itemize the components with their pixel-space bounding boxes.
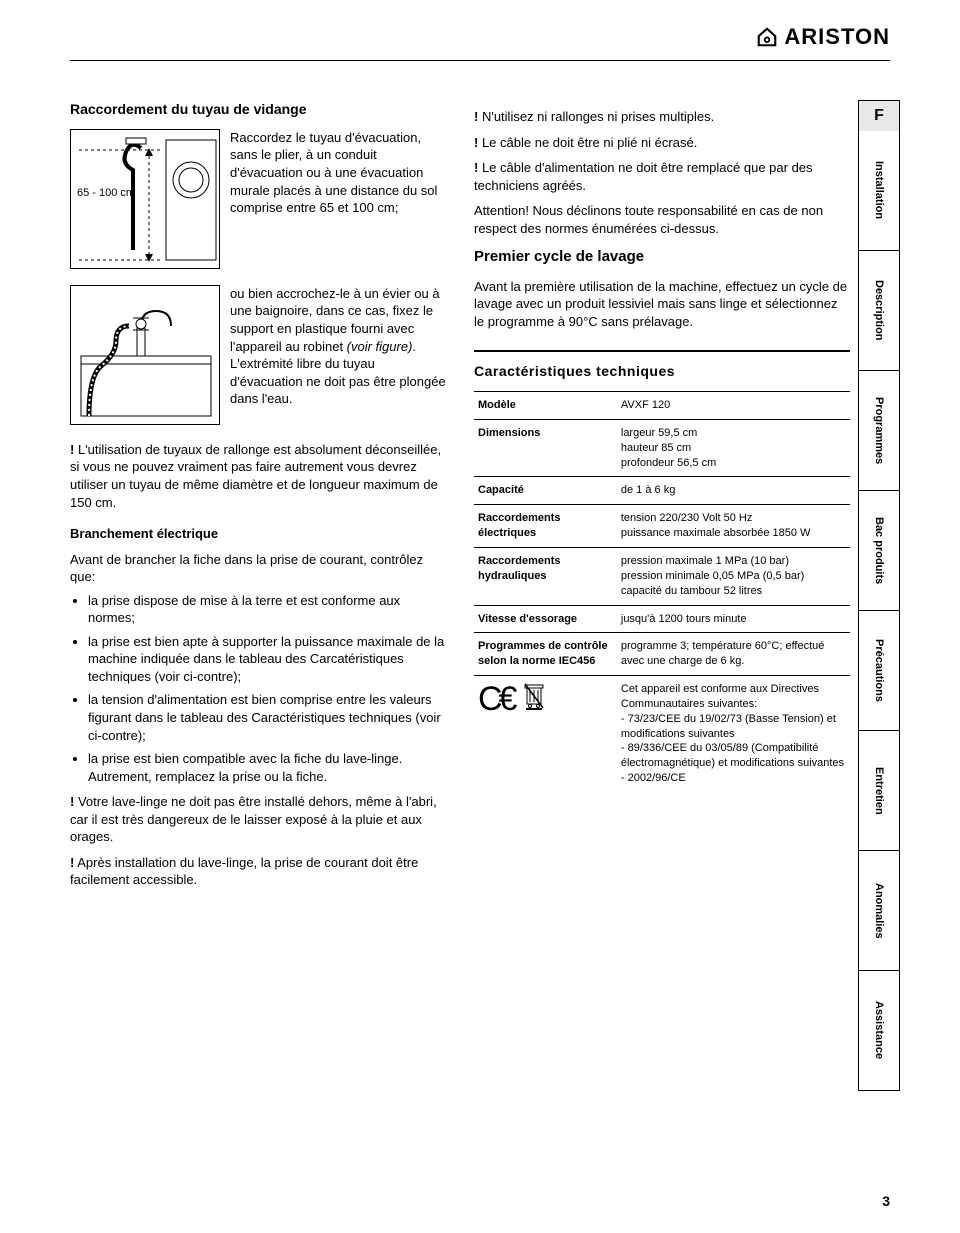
- ce-text: Cet appareil est conforme aux Directives…: [617, 676, 850, 792]
- figure-label-height: 65 - 100 cm: [77, 186, 135, 201]
- tab-description[interactable]: Description: [858, 251, 900, 371]
- electrical-intro: Avant de brancher la fiche dans la prise…: [70, 551, 446, 586]
- w3: Le câble d'alimentation ne doit être rem…: [474, 160, 813, 193]
- table-row: Capacitéde 1 à 6 kg: [474, 477, 850, 505]
- tab-anomalies[interactable]: Anomalies: [858, 851, 900, 971]
- tab-entretien[interactable]: Entretien: [858, 731, 900, 851]
- brand-logo: ARISTON: [756, 24, 890, 50]
- spec-val: tension 220/230 Volt 50 Hz puissance max…: [617, 505, 850, 548]
- specs-box: Caractéristiques techniques ModèleAVXF 1…: [474, 350, 850, 792]
- tab-programmes[interactable]: Programmes: [858, 371, 900, 491]
- brand-name: ARISTON: [784, 24, 890, 50]
- figure-sink-hook: [70, 285, 220, 425]
- weee-bin-icon: [523, 682, 545, 710]
- attention-disclaimer: Attention! Nous déclinons toute responsa…: [474, 202, 850, 237]
- figure-drain-height: 65 - 100 cm: [70, 129, 220, 269]
- spec-key: Programmes de contrôle selon la norme IE…: [474, 633, 617, 676]
- right-column: ! N'utilisez ni rallonges ni prises mult…: [474, 100, 850, 897]
- left-column: Raccordement du tuyau de vidange: [70, 100, 446, 897]
- spec-val: jusqu'à 1200 tours minute: [617, 605, 850, 633]
- w2: Le câble ne doit être ni plié ni écrasé.: [478, 135, 697, 150]
- list-item: la tension d'alimentation est bien compr…: [88, 691, 446, 744]
- subheading-electrical: Branchement électrique: [70, 525, 446, 543]
- warn3-text: Après installation du lave-linge, la pri…: [70, 855, 418, 888]
- manual-page: ARISTON Raccordement du tuyau de vidange: [0, 0, 960, 1233]
- spec-val: largeur 59,5 cm hauteur 85 cm profondeur…: [617, 419, 850, 477]
- list-item: la prise est bien compatible avec la fic…: [88, 750, 446, 785]
- spec-val: pression maximale 1 MPa (10 bar) pressio…: [617, 547, 850, 605]
- spec-key: Capacité: [474, 477, 617, 505]
- spec-val: AVXF 120: [617, 392, 850, 420]
- tab-bac-produits[interactable]: Bac produits: [858, 491, 900, 611]
- side-tabs: F Installation Description Programmes Ba…: [858, 100, 900, 1091]
- w1: N'utilisez ni rallonges ni prises multip…: [478, 109, 714, 124]
- spec-val: programme 3; température 60°C; effectué …: [617, 633, 850, 676]
- spec-key: Dimensions: [474, 419, 617, 477]
- spec-key: Vitesse d'essorage: [474, 605, 617, 633]
- tab-installation[interactable]: Installation: [858, 131, 900, 251]
- lang-badge: F: [858, 100, 900, 131]
- warning-cable-bend: ! Le câble ne doit être ni plié ni écras…: [474, 134, 850, 152]
- figure-caption-2: ou bien accrochez-le à un évier ou à une…: [230, 285, 446, 425]
- spec-key: Modèle: [474, 392, 617, 420]
- table-row: ModèleAVXF 120: [474, 392, 850, 420]
- page-number: 3: [882, 1193, 890, 1209]
- spec-key: Raccordements électriques: [474, 505, 617, 548]
- specs-title: Caractéristiques techniques: [474, 362, 850, 381]
- tab-assistance[interactable]: Assistance: [858, 971, 900, 1091]
- table-row: Vitesse d'essoragejusqu'à 1200 tours min…: [474, 605, 850, 633]
- figure-row-1: 65 - 100 cm Raccordez le tuyau d'évacuat…: [70, 129, 446, 269]
- heading-first-wash: Premier cycle de lavage: [474, 247, 850, 267]
- warn2-text: Votre lave-linge ne doit pas être instal…: [70, 794, 437, 844]
- table-row: Raccordements hydrauliquespression maxim…: [474, 547, 850, 605]
- section-heading-drain: Raccordement du tuyau de vidange: [70, 100, 446, 119]
- first-wash-text: Avant la première utilisation de la mach…: [474, 278, 850, 331]
- header-rule: [70, 60, 890, 61]
- warning-socket-access: ! Après installation du lave-linge, la p…: [70, 854, 446, 889]
- list-item: la prise dispose de mise à la terre et e…: [88, 592, 446, 627]
- figure-row-2: ou bien accrochez-le à un évier ou à une…: [70, 285, 446, 425]
- list-item: la prise est bien apte à supporter la pu…: [88, 633, 446, 686]
- warn1-text: L'utilisation de tuyaux de rallonge est …: [70, 442, 441, 510]
- tab-precautions[interactable]: Précautions: [858, 611, 900, 731]
- house-icon: [756, 26, 778, 48]
- table-row: C€: [474, 676, 850, 792]
- ce-mark-cell: C€: [474, 676, 617, 792]
- warning-outdoor: ! Votre lave-linge ne doit pas être inst…: [70, 793, 446, 846]
- warning-cable-replace: ! Le câble d'alimentation ne doit être r…: [474, 159, 850, 194]
- ce-mark-icon: C€: [478, 682, 513, 716]
- warning-extension-hose: ! L'utilisation de tuyaux de rallonge es…: [70, 441, 446, 511]
- table-row: Programmes de contrôle selon la norme IE…: [474, 633, 850, 676]
- content-columns: Raccordement du tuyau de vidange: [70, 100, 850, 897]
- fig2-text-ital: (voir figure): [347, 339, 413, 354]
- figure-caption-1: Raccordez le tuyau d'évacuation, sans le…: [230, 129, 446, 269]
- spec-val: de 1 à 6 kg: [617, 477, 850, 505]
- electrical-checklist: la prise dispose de mise à la terre et e…: [70, 592, 446, 785]
- table-row: Raccordements électriquestension 220/230…: [474, 505, 850, 548]
- spec-key: Raccordements hydrauliques: [474, 547, 617, 605]
- specs-table: ModèleAVXF 120 Dimensionslargeur 59,5 cm…: [474, 391, 850, 792]
- warning-multiplug: ! N'utilisez ni rallonges ni prises mult…: [474, 108, 850, 126]
- table-row: Dimensionslargeur 59,5 cm hauteur 85 cm …: [474, 419, 850, 477]
